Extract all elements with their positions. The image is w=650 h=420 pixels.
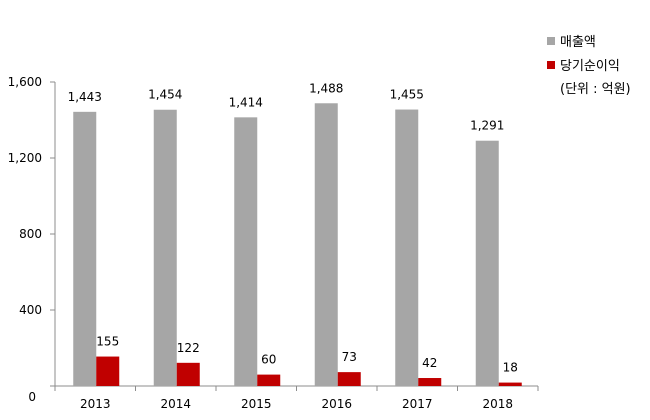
bar-net-income: [337, 372, 361, 386]
bar-sales: [314, 103, 338, 386]
x-tick-label: 2016: [321, 397, 352, 411]
y-tick-label: 0: [28, 390, 36, 404]
legend-swatch-net-income: [547, 61, 555, 69]
y-tick-label: 400: [19, 303, 42, 317]
bar-net-income: [418, 378, 442, 386]
data-label-net-income: 155: [96, 335, 119, 349]
bar-sales: [234, 117, 258, 386]
data-label-net-income: 18: [503, 361, 518, 375]
legend-swatch-sales: [547, 37, 555, 45]
y-tick-label: 800: [19, 227, 42, 241]
y-tick-label: 1,600: [8, 75, 42, 89]
data-label-net-income: 73: [342, 350, 357, 364]
legend: 매출액 당기순이익 (단위 : 억원): [547, 35, 631, 97]
x-tick-label: 2013: [80, 397, 111, 411]
data-label-sales: 1,443: [68, 90, 102, 104]
data-label-sales: 1,414: [229, 95, 263, 109]
x-tick-label: 2015: [241, 397, 272, 411]
x-axis: 2013 2014 2015 2016 2017 2018: [54, 385, 539, 411]
legend-label-net-income: 당기순이익: [560, 59, 620, 74]
unit-note: (단위 : 억원): [560, 82, 631, 97]
x-tick-label: 2014: [160, 397, 191, 411]
bar-net-income: [96, 356, 120, 386]
x-tick-label: 2017: [402, 397, 433, 411]
data-label-sales: 1,454: [148, 88, 182, 102]
data-label-sales: 1,455: [390, 88, 424, 102]
data-label-net-income: 60: [261, 353, 276, 367]
data-label-sales: 1,488: [309, 81, 343, 95]
bar-net-income: [498, 382, 522, 386]
bar-net-income: [257, 374, 281, 386]
y-axis: 0 400 800 1,200 1,600: [8, 75, 56, 404]
bar-sales: [153, 109, 177, 387]
bars: [73, 103, 522, 387]
bar-sales: [475, 140, 499, 386]
y-tick-label: 1,200: [8, 151, 42, 165]
data-label-sales: 1,291: [470, 119, 504, 133]
bar-sales: [395, 109, 419, 387]
legend-label-sales: 매출액: [560, 35, 596, 50]
bar-sales: [73, 111, 97, 386]
data-labels: 1,443 1,454 1,414 1,488 1,455 1,291 155 122 60 73…: [68, 81, 518, 374]
x-tick-label: 2018: [482, 397, 513, 411]
data-label-net-income: 42: [422, 356, 437, 370]
bar-net-income: [176, 362, 200, 386]
data-label-net-income: 122: [177, 341, 200, 355]
